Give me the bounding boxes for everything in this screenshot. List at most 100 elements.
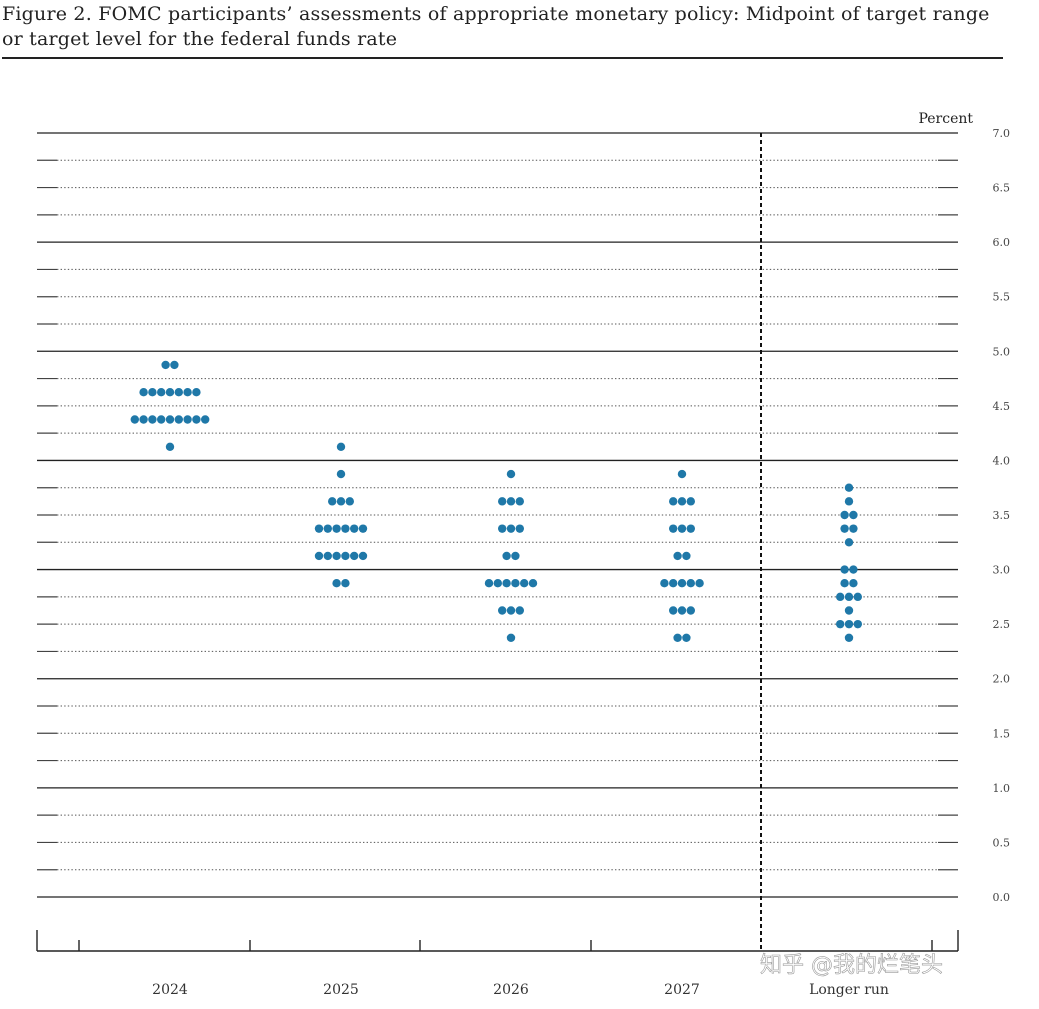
- data-dot: [332, 551, 341, 561]
- data-dot: [183, 415, 192, 424]
- data-dot: [502, 579, 511, 588]
- watermark: 知乎 @我的烂笔头: [760, 953, 943, 978]
- data-dot: [332, 524, 341, 533]
- data-dot: [336, 497, 346, 506]
- data-dot: [157, 415, 166, 424]
- data-dot: [686, 606, 695, 615]
- data-dot: [139, 388, 148, 397]
- data-dot: [844, 592, 854, 602]
- data-dot: [506, 633, 516, 642]
- data-dot: [840, 524, 849, 533]
- data-dot: [350, 524, 359, 533]
- data-dot: [682, 633, 691, 642]
- data-dot: [498, 606, 507, 615]
- data-dot: [677, 524, 687, 533]
- data-dot: [677, 579, 687, 588]
- y-tick-label: 2.0: [993, 673, 1011, 686]
- data-dot: [849, 524, 858, 533]
- y-tick-label: 1.0: [993, 782, 1011, 795]
- y-tick-label: 3.5: [993, 509, 1011, 522]
- data-dot: [669, 579, 678, 588]
- data-dot: [183, 388, 192, 397]
- data-dot: [161, 360, 170, 370]
- data-dot: [682, 551, 691, 561]
- data-dot: [201, 415, 210, 424]
- data-dot: [695, 579, 704, 588]
- y-tick-label: 7.0: [993, 127, 1011, 140]
- data-dot: [493, 579, 502, 588]
- data-dot: [341, 551, 350, 561]
- data-dot: [192, 415, 201, 424]
- y-axis-unit-label: Percent: [918, 111, 973, 127]
- data-dot: [165, 388, 175, 397]
- data-dot: [520, 579, 529, 588]
- data-dot: [484, 579, 494, 588]
- data-dot: [148, 415, 157, 424]
- data-dot: [511, 579, 520, 588]
- data-dot: [849, 565, 858, 574]
- figure-title: Figure 2. FOMC participants’ assessments…: [2, 3, 990, 50]
- y-tick-label: 1.5: [993, 727, 1011, 740]
- data-dot: [686, 524, 695, 533]
- data-dot: [358, 524, 368, 533]
- y-tick-label: 6.5: [993, 182, 1011, 195]
- y-tick-label: 3.0: [993, 564, 1011, 577]
- data-dot: [332, 579, 341, 588]
- y-tick-label: 6.0: [993, 236, 1011, 249]
- data-dot: [660, 579, 669, 588]
- data-dot: [336, 442, 346, 451]
- data-dot: [506, 524, 516, 533]
- data-dot: [323, 551, 332, 561]
- title-rule: [2, 57, 1003, 59]
- y-tick-label: 0.5: [993, 836, 1011, 849]
- data-dot: [336, 469, 346, 479]
- data-dot: [515, 524, 524, 533]
- data-dot: [853, 619, 862, 629]
- data-dot: [849, 510, 858, 520]
- data-dot: [502, 551, 511, 561]
- data-dot: [341, 579, 350, 588]
- data-dot: [165, 442, 175, 451]
- data-dot: [345, 497, 354, 506]
- data-dot: [844, 483, 854, 492]
- data-dot: [673, 633, 682, 642]
- dots: [130, 360, 862, 642]
- grid-lines: [37, 132, 958, 898]
- data-dot: [328, 497, 337, 506]
- data-dot: [677, 606, 687, 615]
- data-dot: [836, 619, 845, 629]
- data-dot: [341, 524, 350, 533]
- x-tick-label: 2024: [152, 982, 188, 998]
- x-tick-label: 2025: [323, 982, 359, 998]
- data-dot: [836, 592, 845, 602]
- data-dot: [686, 579, 695, 588]
- data-dot: [677, 497, 687, 506]
- data-dot: [844, 497, 854, 506]
- data-dot: [844, 606, 854, 615]
- data-dot: [844, 538, 854, 547]
- x-axis: 2024 2025 2026 2027 Longer run: [36, 133, 959, 998]
- y-tick-label: 4.5: [993, 400, 1011, 413]
- data-dot: [498, 524, 507, 533]
- data-dot: [498, 497, 507, 506]
- x-tick-label: 2027: [664, 982, 700, 998]
- data-dot: [840, 565, 849, 574]
- data-dot: [515, 606, 524, 615]
- data-dot: [528, 579, 538, 588]
- data-dot: [844, 619, 854, 629]
- data-dot: [323, 524, 332, 533]
- data-dot: [130, 415, 139, 424]
- data-dot: [669, 606, 678, 615]
- data-dot: [148, 388, 157, 397]
- data-dot: [849, 579, 858, 588]
- data-dot: [506, 469, 516, 479]
- data-dot: [844, 633, 854, 642]
- data-dot: [314, 524, 324, 533]
- data-dot: [677, 469, 687, 479]
- data-dot: [669, 497, 678, 506]
- data-dot: [350, 551, 359, 561]
- data-dot: [192, 388, 201, 397]
- x-tick-label: Longer run: [809, 982, 889, 998]
- data-dot: [673, 551, 682, 561]
- y-tick-label: 2.5: [993, 618, 1011, 631]
